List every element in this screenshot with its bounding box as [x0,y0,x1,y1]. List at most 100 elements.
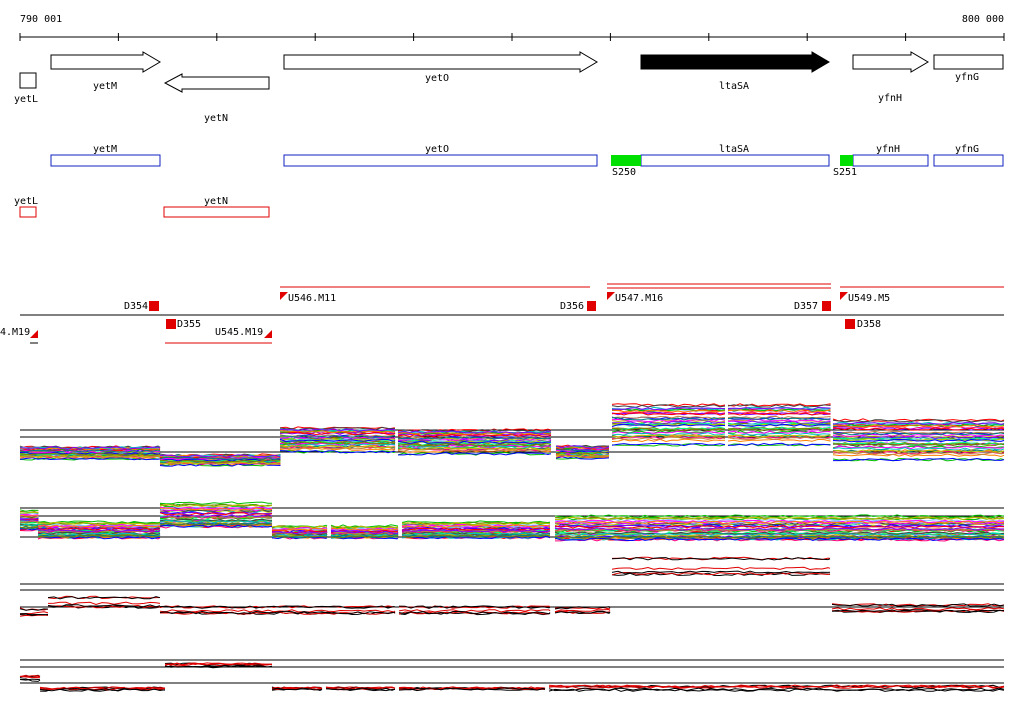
expression-profile [330,534,398,539]
expression-profile [398,429,552,433]
expression-profile [555,450,610,454]
expression-profile [159,514,273,518]
expression-profile [548,688,1005,692]
expression-profile [611,557,831,561]
segment-label: U547.M16 [615,293,663,304]
expression-profile [279,434,396,438]
expression-profile [397,452,552,456]
expression-profile [727,436,831,441]
expression-profile [271,525,328,529]
expression-profile [727,417,831,421]
expression-profile [401,532,551,537]
expression-profile [19,452,161,456]
expression-profile [398,605,551,609]
expression-profile [159,518,272,523]
red-track [19,206,270,218]
expression-profile [611,572,831,577]
expression-profile [555,456,610,460]
expression-profile [397,433,552,438]
expression-profile [611,404,726,408]
expression-profile [160,507,273,511]
expression-profile [159,515,273,519]
expression-profile [555,453,610,457]
expression-profile [398,610,551,615]
expression-profile [554,514,1005,518]
expression-profile [611,432,726,436]
expression-profile [47,595,161,600]
gene-label: yetO [425,73,449,84]
expression-profile [279,444,396,449]
expression-profile [554,610,611,614]
expression-profile [279,445,396,450]
expression-profile [397,448,552,452]
segment-label: U546.M11 [288,293,336,304]
expression-profile [159,454,281,459]
expression-profile [19,526,39,529]
expression-profile [727,411,831,416]
expression-profile [37,532,161,536]
expression-profile [832,432,1005,436]
expression-profile [271,687,323,691]
expression-profile [554,528,1005,532]
expression-profile [727,403,831,407]
expression-profile [19,513,39,516]
expression-profile [19,454,161,458]
expression-profile [159,501,273,505]
expression-profile [330,536,399,540]
expression-profile [611,443,726,447]
expression-profile [554,606,611,610]
expression-profile [832,422,1005,426]
expression-profile [612,407,726,411]
segment-label: D355 [177,319,201,330]
expression-profile [39,687,166,692]
expression-profile [19,678,41,681]
expression-profile [728,420,831,425]
expression-profile [397,437,552,441]
expression-profile [159,610,396,615]
expression-profile [398,687,546,691]
expression-profile [279,438,396,443]
expression-profile [727,430,831,435]
segment-label: D357 [794,301,818,312]
expression-profile [47,604,161,608]
expression-profile [19,519,39,521]
expression-profile [727,412,831,416]
expression-profile [611,423,725,428]
expression-profile [397,443,552,447]
expression-profile [271,527,328,531]
expression-profile [832,436,1005,441]
track-label: yetL [14,196,38,207]
segment-label: U545.M19 [215,327,263,338]
expression-profile [37,528,161,533]
segment-label: D356 [560,301,584,312]
expression-profile [611,436,726,441]
expression-profile [611,427,726,432]
expression-profile [19,514,39,517]
segment-label: U549.M5 [848,293,890,304]
expression-profile [397,433,552,438]
gene-arrows [19,51,1004,93]
expression-profile [398,451,552,456]
gene-label: yetM [93,81,117,92]
expression-profile [833,457,1005,462]
expression-profile [727,438,831,443]
expression-profile [159,522,273,526]
expression-profile [159,461,281,465]
expression-profile [397,430,552,434]
expression-profile [330,525,399,529]
expression-profile [19,678,41,682]
expression-profile [554,535,1005,539]
expression-profile [159,503,273,507]
expression-profile [611,416,726,421]
expression-profile [727,423,831,427]
expression-profile [19,449,161,453]
expression-profile [279,450,396,454]
expression-profile [271,534,328,539]
expression-profile [325,687,396,691]
expression-panels [19,403,1005,692]
expression-profile [397,442,552,446]
expression-profile [554,516,1004,521]
track-label: ltaSA [719,144,749,155]
expression-profile [554,608,611,613]
expression-profile [159,522,273,526]
